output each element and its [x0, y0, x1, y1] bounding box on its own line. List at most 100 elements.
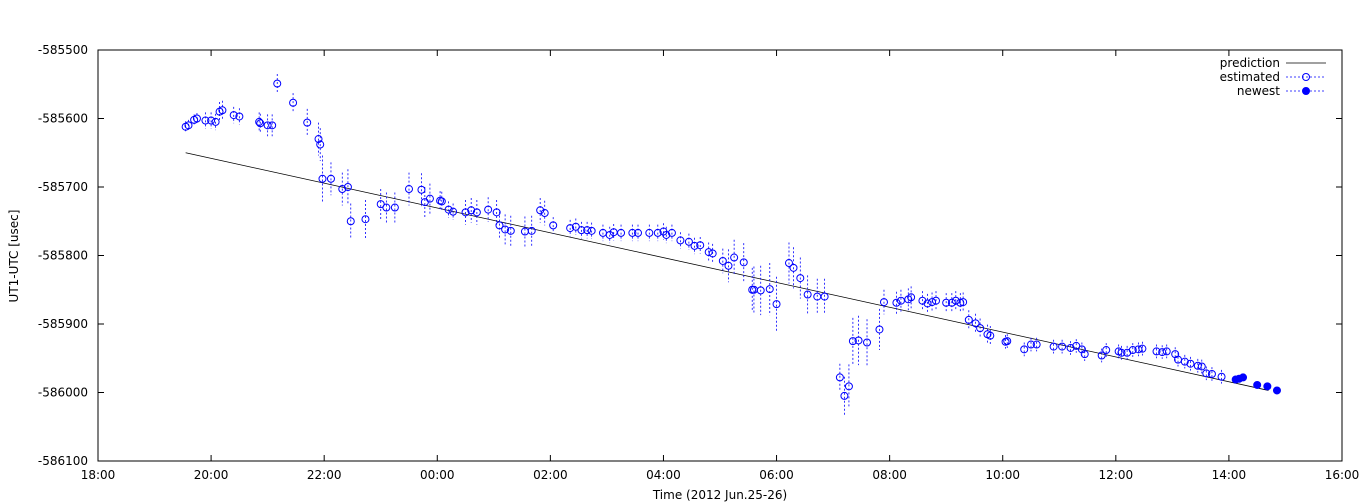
estimated-point — [879, 298, 888, 307]
estimated-point — [376, 200, 385, 209]
estimated-point — [976, 324, 985, 333]
estimated-point — [417, 185, 426, 194]
estimated-point — [1058, 342, 1067, 351]
estimated-point — [820, 292, 829, 301]
estimated-point — [472, 208, 481, 217]
estimated-point — [201, 116, 210, 125]
estimated-point — [803, 290, 812, 299]
estimated-point — [959, 298, 968, 307]
estimated-series — [181, 73, 1226, 416]
estimated-point — [1117, 348, 1126, 357]
y-tick-label: -585500 — [38, 43, 88, 57]
estimated-point — [628, 228, 637, 237]
estimated-point — [492, 208, 501, 217]
estimated-point — [577, 226, 586, 235]
estimated-point — [1197, 362, 1206, 371]
estimated-point — [796, 274, 805, 283]
estimated-point — [765, 285, 774, 294]
estimated-point — [892, 298, 901, 307]
estimated-point — [730, 253, 739, 262]
y-axis-ticks: -585500 -585600 -585700 -585800 -585900 -5860… — [38, 43, 1342, 468]
estimated-point — [1207, 370, 1216, 379]
estimated-point — [772, 300, 781, 309]
legend-label-estimated: estimated — [1220, 70, 1280, 84]
estimated-point — [263, 121, 272, 130]
estimated-point — [1193, 361, 1202, 370]
estimated-point — [1049, 342, 1058, 351]
estimated-point — [932, 296, 941, 305]
estimated-point — [645, 228, 654, 237]
estimated-point — [318, 174, 327, 183]
estimated-point — [268, 121, 277, 130]
estimated-point — [256, 119, 265, 128]
estimated-point — [449, 207, 458, 216]
estimated-point — [184, 121, 193, 130]
x-axis-label: Time (2012 Jun.25-26) — [652, 488, 787, 502]
y-tick-label: -585700 — [38, 180, 88, 194]
estimated-point — [724, 261, 733, 270]
estimated-point — [848, 337, 857, 346]
x-tick-label: 18:00 — [81, 468, 116, 482]
prediction-series — [185, 152, 1269, 391]
x-tick-label: 14:00 — [1212, 468, 1247, 482]
estimated-point — [229, 111, 238, 120]
estimated-point — [704, 248, 713, 257]
estimated-point — [235, 112, 244, 121]
estimated-point — [314, 135, 323, 144]
estimated-point — [501, 225, 510, 234]
estimated-point — [495, 221, 504, 230]
estimated-point — [964, 315, 973, 324]
estimated-point — [1003, 337, 1012, 346]
estimated-point — [875, 325, 884, 334]
legend: prediction estimated newest — [1220, 56, 1326, 98]
x-tick-label: 16:00 — [1325, 468, 1360, 482]
estimated-point — [1020, 345, 1029, 354]
estimated-point — [951, 296, 960, 305]
estimated-point — [605, 230, 614, 239]
estimated-point — [303, 118, 312, 127]
x-tick-label: 12:00 — [1099, 468, 1134, 482]
estimated-point — [1080, 350, 1089, 359]
legend-label-newest: newest — [1237, 84, 1280, 98]
estimated-point — [289, 98, 298, 107]
estimated-point — [444, 205, 453, 214]
estimated-point — [684, 237, 693, 246]
legend-label-prediction: prediction — [1220, 56, 1280, 70]
estimated-point — [506, 226, 515, 235]
estimated-point — [549, 221, 558, 230]
estimated-point — [863, 338, 872, 347]
newest-point — [1253, 380, 1262, 389]
estimated-point — [316, 140, 325, 149]
y-tick-label: -585600 — [38, 112, 88, 126]
estimated-point — [192, 114, 201, 123]
estimated-point — [207, 116, 216, 125]
legend-marker-estimated — [1302, 73, 1310, 81]
y-tick-label: -585800 — [38, 249, 88, 263]
estimated-point — [667, 228, 676, 237]
estimated-point — [971, 319, 980, 328]
estimated-point — [571, 222, 580, 231]
y-tick-label: -586100 — [38, 454, 88, 468]
estimated-point — [835, 373, 844, 382]
estimated-point — [854, 336, 863, 345]
estimated-point — [617, 228, 626, 237]
x-tick-label: 06:00 — [759, 468, 794, 482]
estimated-point — [844, 382, 853, 391]
estimated-point — [425, 194, 434, 203]
estimated-point — [1152, 347, 1161, 356]
estimated-point — [1027, 340, 1035, 349]
estimated-point — [789, 263, 798, 272]
legend-marker-newest — [1302, 87, 1310, 95]
estimated-point — [928, 298, 937, 307]
x-tick-label: 02:00 — [533, 468, 568, 482]
estimated-point — [346, 217, 355, 226]
estimated-point — [896, 296, 905, 305]
newest-point — [1239, 373, 1248, 382]
estimated-point — [1217, 372, 1226, 381]
x-tick-label: 20:00 — [194, 468, 229, 482]
estimated-point — [583, 226, 592, 235]
estimated-point — [676, 236, 685, 245]
estimated-point — [756, 286, 765, 295]
estimated-point — [1138, 344, 1147, 353]
estimated-point — [467, 206, 476, 215]
